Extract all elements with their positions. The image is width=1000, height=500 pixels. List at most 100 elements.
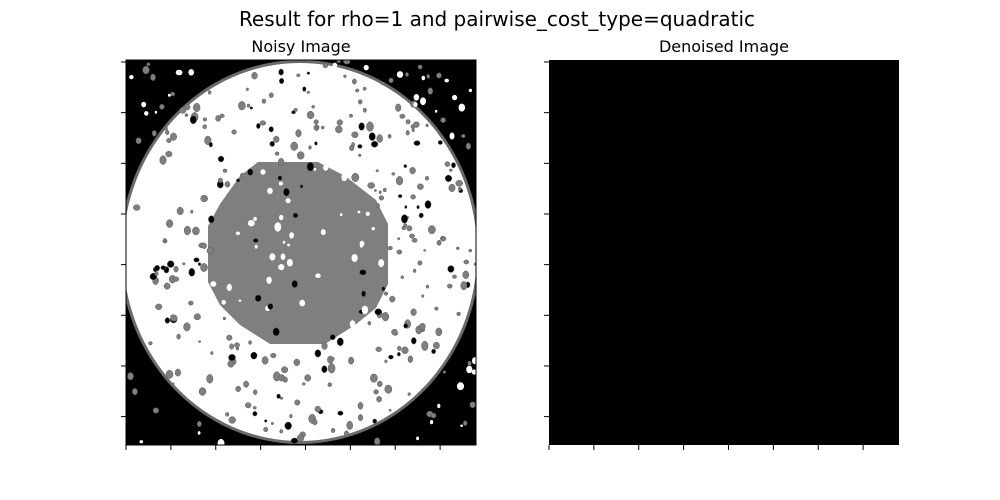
noise-speck [183, 322, 191, 332]
noise-speck [273, 135, 280, 143]
noise-speck [278, 181, 283, 186]
noise-speck [417, 183, 424, 190]
noise-speck [270, 422, 274, 425]
noise-speck [269, 141, 275, 147]
noise-speck [304, 374, 312, 382]
noise-speck [425, 123, 429, 128]
noise-speck [302, 86, 307, 92]
noise-speck [452, 274, 457, 279]
noise-speck [471, 369, 476, 375]
noise-speck [399, 113, 406, 119]
noise-speck [202, 117, 207, 122]
noise-speck [321, 365, 328, 373]
noise-speck [302, 382, 306, 386]
noise-speck [245, 402, 252, 409]
noise-speck [293, 108, 298, 112]
noise-speck [192, 226, 200, 236]
noise-speck [200, 194, 208, 203]
noise-speck [277, 158, 285, 167]
noise-speck [208, 142, 213, 148]
noise-speck [406, 225, 413, 232]
noise-speck [129, 75, 134, 80]
noise-speck [133, 204, 141, 211]
noise-speck [210, 281, 217, 287]
noise-speck [391, 172, 396, 176]
noise-speck [357, 210, 361, 214]
noise-speck [351, 131, 359, 139]
noise-speck [358, 122, 365, 131]
noise-speck [176, 206, 184, 216]
noise-speck [299, 184, 304, 189]
noise-speck [413, 94, 420, 101]
noise-speck [416, 436, 420, 441]
noise-speck [286, 258, 293, 267]
noise-speck [272, 327, 280, 337]
noise-speck [336, 337, 344, 347]
noise-speck [357, 144, 363, 149]
noise-speck [166, 219, 174, 228]
noise-speck [313, 119, 319, 125]
noise-speck [252, 411, 258, 417]
noise-speck [206, 374, 214, 384]
noise-speck [236, 178, 241, 183]
noise-speck [173, 276, 180, 282]
noise-speck [322, 62, 328, 69]
noise-speck [154, 110, 158, 114]
noise-speck [409, 233, 415, 239]
noise-speck [308, 145, 312, 150]
noise-speck [306, 110, 315, 120]
noise-speck [314, 349, 322, 358]
noise-speck [468, 88, 473, 93]
noise-speck [135, 137, 142, 144]
noise-speck [343, 60, 351, 65]
noise-speck [463, 259, 470, 265]
noise-speck [311, 104, 315, 109]
noise-speck [413, 140, 421, 146]
noise-speck [224, 181, 231, 188]
noise-speck [472, 357, 476, 365]
noise-speck [179, 107, 187, 114]
noise-speck [201, 242, 207, 249]
noise-speck [170, 314, 178, 322]
noise-speck [249, 106, 253, 110]
noise-speck [260, 169, 266, 175]
noise-speck [357, 414, 364, 422]
noise-speck [252, 406, 257, 410]
noise-speck [348, 356, 355, 365]
noise-speck [154, 270, 159, 277]
noise-speck [198, 340, 202, 343]
noise-speck [254, 294, 262, 302]
noise-speck [247, 168, 254, 176]
noise-speck [184, 113, 189, 117]
noise-speck [351, 254, 358, 262]
noise-speck [139, 440, 144, 444]
noise-speck [197, 431, 201, 435]
noise-speck [208, 215, 215, 224]
noise-speck [246, 103, 251, 108]
noise-speck [427, 87, 433, 95]
noise-speck [397, 194, 403, 198]
noise-speck [183, 225, 191, 236]
noise-speck [281, 366, 289, 374]
noise-speck [391, 328, 398, 336]
noise-speck [410, 194, 416, 200]
noise-speck [444, 161, 451, 167]
noise-speck [358, 153, 362, 157]
noise-speck [144, 111, 149, 116]
noise-speck [411, 128, 415, 133]
noise-speck [299, 299, 306, 307]
noise-speck [228, 416, 236, 424]
noise-speck [151, 130, 157, 137]
noise-speck [382, 187, 387, 193]
noise-speck [384, 359, 388, 364]
noise-speck [371, 140, 379, 148]
noise-speck [256, 123, 261, 129]
noise-speck [387, 134, 392, 139]
noise-speck [448, 183, 456, 192]
noise-speck [159, 155, 167, 165]
noise-speck [235, 385, 241, 392]
noise-speck [210, 351, 214, 355]
noise-speck [165, 151, 173, 158]
noise-speck [167, 93, 171, 97]
noise-speck [282, 240, 286, 244]
